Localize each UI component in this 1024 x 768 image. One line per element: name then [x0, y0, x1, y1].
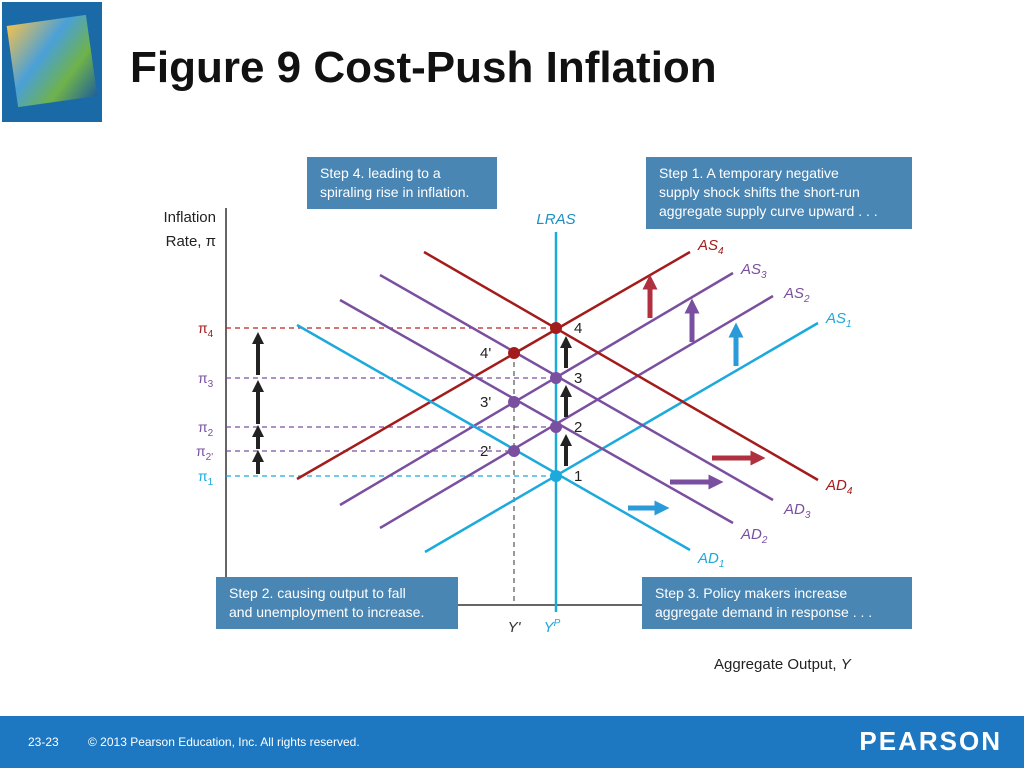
as-curve	[424, 321, 819, 554]
point-label: 2	[574, 419, 582, 436]
level-label: π3	[198, 370, 214, 390]
curve-label: AS2	[783, 285, 810, 305]
step-text: Step 1. A temporary negative supply shock…	[659, 165, 878, 219]
curve-label: AS4	[697, 237, 724, 257]
curve-label: AD4	[825, 477, 853, 497]
level-label: π2'	[196, 443, 213, 463]
page-number: 23-23	[28, 735, 59, 749]
step-box: Step 1. A temporary negative supply shock…	[646, 157, 912, 229]
box	[646, 157, 912, 229]
guides	[226, 327, 556, 605]
points	[508, 322, 562, 482]
ad-curve	[379, 273, 774, 502]
inflation-labels: π4 π3 π2 π2' π1	[196, 320, 214, 488]
point	[550, 372, 562, 384]
point	[508, 445, 520, 457]
level-label: π4	[198, 320, 214, 340]
point-label: 4	[574, 320, 582, 337]
point	[508, 347, 520, 359]
output-label: Y'	[508, 619, 522, 636]
ad-curve	[339, 298, 734, 525]
step-text: Step 4. leading to a spiraling rise in in…	[320, 165, 469, 200]
box	[642, 577, 912, 629]
box	[216, 577, 458, 629]
level-label: π2	[198, 419, 214, 439]
point-label: 3	[574, 370, 582, 387]
x-axis-label: Aggregate Output, Y	[714, 656, 852, 673]
output-label: YP	[544, 618, 561, 636]
footer-bar	[0, 716, 1024, 768]
curve-labels: LRAS AS4 AS3 AS2 AS1 AD4 AD3 AD2 AD1	[536, 211, 852, 570]
as-curve	[296, 250, 691, 481]
box	[307, 157, 497, 209]
point-label: 2'	[480, 443, 491, 460]
point-labels: 4 4' 3 3' 2 2' 1	[480, 320, 582, 485]
curve-label: AS3	[740, 261, 767, 281]
copyright: © 2013 Pearson Education, Inc. All right…	[88, 735, 360, 749]
lras-label: LRAS	[536, 211, 575, 228]
point	[508, 396, 520, 408]
curves	[296, 232, 819, 612]
logo-cube	[6, 14, 98, 108]
point-label: 3'	[480, 394, 491, 411]
as-curve	[379, 294, 774, 530]
curve-label: AD1	[697, 550, 724, 570]
point	[550, 322, 562, 334]
title: Figure 9 Cost-Push Inflation	[130, 43, 717, 92]
step-text: Step 2. causing output to fall and unempl…	[229, 585, 424, 620]
point	[550, 470, 562, 482]
step-box: Step 2. causing output to fall and unempl…	[216, 577, 458, 629]
ad-curve	[423, 250, 819, 482]
as-curve	[339, 271, 734, 507]
curve-label: AS1	[825, 310, 852, 330]
curve-label: AD3	[783, 501, 811, 521]
point-label: 1	[574, 468, 582, 485]
ad-curve	[296, 323, 691, 552]
point	[550, 421, 562, 433]
point-label: 4'	[480, 345, 491, 362]
y-axis-label: Inflation Rate, π	[163, 209, 216, 250]
step-box: Step 3. Policy makers increase aggregate …	[642, 577, 912, 629]
level-label: π1	[198, 468, 214, 488]
curve-label: AD2	[740, 526, 768, 546]
brand: PEARSON	[859, 726, 1002, 756]
arrows	[252, 274, 766, 516]
step-box: Step 4. leading to a spiraling rise in in…	[307, 157, 497, 209]
step-text: Step 3. Policy makers increase aggregate …	[655, 585, 872, 620]
